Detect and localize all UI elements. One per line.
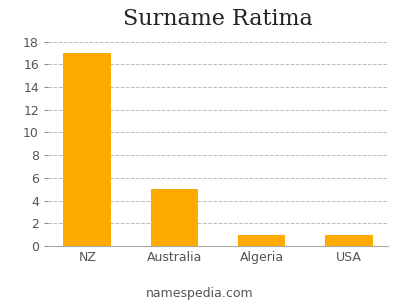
Bar — [325, 235, 372, 246]
Text: namespedia.com: namespedia.com — [146, 287, 254, 300]
Bar — [150, 189, 198, 246]
Bar — [64, 53, 111, 246]
Title: Surname Ratima: Surname Ratima — [123, 8, 313, 30]
Bar — [238, 235, 286, 246]
